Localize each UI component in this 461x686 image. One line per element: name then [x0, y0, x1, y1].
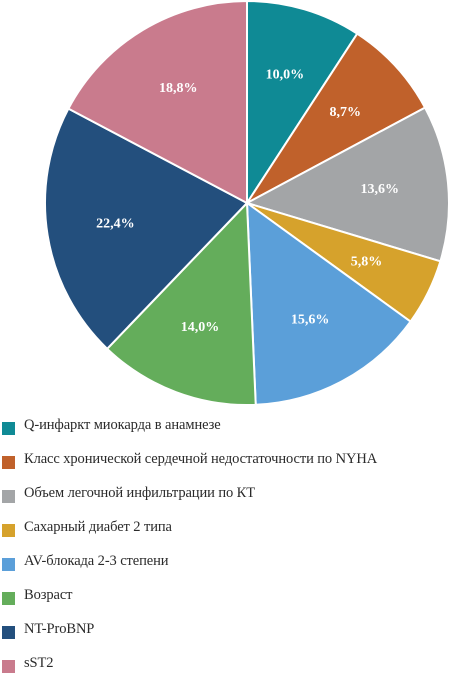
legend-item-6: Возраст [0, 584, 461, 618]
pie-slice-5 [245, 200, 412, 406]
legend-swatch [2, 490, 15, 503]
slice-label-1: 10,0% [266, 67, 305, 82]
legend-swatch [2, 660, 15, 673]
legend-label: NT-ProBNP [24, 621, 95, 637]
legend-swatch [2, 592, 15, 605]
legend-item-7: NT-ProBNP [0, 618, 461, 652]
legend-item-3: Объем легочной инфильтрации по КТ [0, 482, 461, 516]
slice-label-6: 14,0% [181, 320, 220, 335]
legend-label: sST2 [24, 655, 54, 671]
legend-item-2: Класс хронической сердечной недостаточно… [0, 448, 461, 482]
legend-label: Класс хронической сердечной недостаточно… [24, 451, 378, 467]
legend-swatch [2, 626, 15, 639]
legend-swatch [2, 456, 15, 469]
slice-label-5: 15,6% [291, 313, 330, 328]
pie-slice-3 [244, 106, 450, 263]
pie-slice-1 [246, 0, 359, 207]
legend-swatch [2, 422, 15, 435]
legend-item-4: Сахарный диабет 2 типа [0, 516, 461, 550]
slice-label-7: 22,4% [96, 217, 135, 232]
legend-label: Сахарный диабет 2 типа [24, 519, 172, 535]
legend-label: Объем легочной инфильтрации по КТ [24, 485, 255, 501]
legend: Q-инфаркт миокарда в анамнезе Класс хрони… [0, 414, 461, 686]
legend-label: Возраст [24, 587, 73, 603]
pie-slice-7 [44, 107, 249, 351]
pie-chart: 10,0% 8,7% 13,6% 5,8% 15,6% 14,0% 22,4% 18,8% [44, 0, 450, 406]
slice-label-8: 18,8% [159, 81, 198, 96]
legend-item-8: sST2 [0, 652, 461, 686]
pie-labels: 10,0% 8,7% 13,6% 5,8% 15,6% 14,0% 22,4% 18,8% [96, 67, 399, 335]
pie-slice-8 [67, 0, 248, 205]
pie-slices [44, 0, 450, 406]
legend-label: AV-блокада 2-3 степени [24, 553, 169, 569]
pie-slice-6 [105, 200, 257, 406]
legend-item-1: Q-инфаркт миокарда в анамнезе [0, 414, 461, 448]
legend-label: Q-инфаркт миокарда в анамнезе [24, 417, 221, 433]
slice-label-3: 13,6% [360, 182, 399, 197]
slice-label-2: 8,7% [329, 105, 361, 120]
legend-swatch [2, 524, 15, 537]
legend-item-5: AV-блокада 2-3 степени [0, 550, 461, 584]
slice-label-4: 5,8% [351, 254, 383, 269]
pie-slice-2 [246, 32, 427, 204]
legend-swatch [2, 558, 15, 571]
